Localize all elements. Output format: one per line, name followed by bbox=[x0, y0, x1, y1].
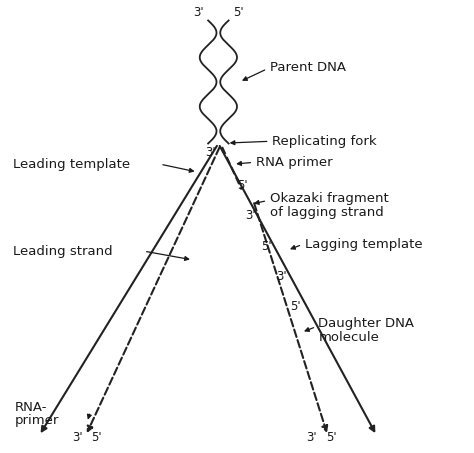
Text: 5': 5' bbox=[326, 431, 337, 444]
Text: 5': 5' bbox=[233, 6, 244, 19]
Text: primer: primer bbox=[14, 414, 59, 427]
Text: 3': 3' bbox=[193, 6, 203, 19]
Text: Leading template: Leading template bbox=[13, 158, 131, 171]
Text: 3': 3' bbox=[306, 431, 317, 444]
Text: Daughter DNA: Daughter DNA bbox=[319, 317, 414, 330]
Text: Replicating fork: Replicating fork bbox=[272, 135, 376, 148]
Text: RNA primer: RNA primer bbox=[255, 156, 332, 169]
Text: 3': 3' bbox=[245, 209, 255, 222]
Text: Leading strand: Leading strand bbox=[13, 245, 113, 258]
Text: of lagging strand: of lagging strand bbox=[270, 206, 383, 219]
Text: molecule: molecule bbox=[319, 331, 379, 344]
Text: 3': 3' bbox=[72, 431, 82, 444]
Text: 5': 5' bbox=[290, 299, 301, 313]
Text: RNA-: RNA- bbox=[14, 400, 47, 414]
Text: 5': 5' bbox=[91, 431, 102, 444]
Text: 3': 3' bbox=[276, 270, 287, 283]
Text: Parent DNA: Parent DNA bbox=[270, 61, 346, 74]
Text: 5': 5' bbox=[237, 179, 247, 192]
Text: Okazaki fragment: Okazaki fragment bbox=[270, 192, 388, 205]
Text: 3': 3' bbox=[205, 146, 216, 159]
Text: 5': 5' bbox=[261, 240, 272, 253]
Text: Lagging template: Lagging template bbox=[304, 238, 422, 251]
